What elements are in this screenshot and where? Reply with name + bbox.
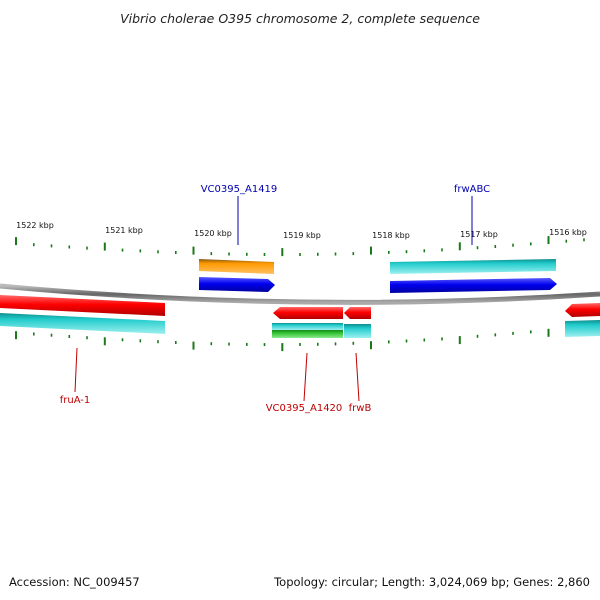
accession-text: Accession: NC_009457: [9, 575, 140, 589]
gene-vc0395-a1419-blue[interactable]: [199, 277, 275, 292]
label-frwb[interactable]: frwB: [349, 403, 372, 414]
gene-frua1-red[interactable]: [0, 295, 165, 316]
kbp-label-1521: 1521 kbp: [105, 226, 143, 235]
map-title: Vibrio cholerae O395 chromosome 2, compl…: [120, 11, 480, 26]
gene-vc0395-a1420-cyan[interactable]: [272, 323, 343, 330]
gene-labels: VC0395_A1419 frwABC fruA-1 VC0395_A1420 …: [60, 184, 490, 414]
callout-frwb: [355, 352, 360, 402]
label-frua1[interactable]: fruA-1: [60, 395, 91, 406]
scale-ticks-top: [15, 236, 585, 257]
kbp-label-1517: 1517 kbp: [460, 230, 498, 239]
gene-vc0395-a1420-red[interactable]: [273, 307, 343, 319]
label-vc0395-a1420[interactable]: VC0395_A1420: [266, 403, 343, 414]
callout-vc0395-a1420: [303, 352, 308, 402]
gene-vc0395-a1419-orange[interactable]: [199, 259, 274, 274]
callout-frua1: [74, 347, 78, 393]
label-vc0395-a1419[interactable]: VC0395_A1419: [201, 184, 278, 195]
forward-genes: [199, 259, 557, 293]
gene-frwb-red[interactable]: [344, 307, 371, 319]
label-frwabc[interactable]: frwABC: [454, 184, 490, 195]
gene-right-edge-cyan[interactable]: [565, 320, 600, 337]
gene-vc0395-a1420-green[interactable]: [272, 330, 343, 338]
kbp-label-1516: 1516 kbp: [549, 228, 587, 237]
scale-labels: 1522 kbp 1521 kbp 1520 kbp 1519 kbp 1518…: [16, 221, 587, 240]
kbp-label-1522: 1522 kbp: [16, 221, 54, 230]
chromosome-backbone: [0, 283, 600, 305]
gene-frwabc-cyan[interactable]: [390, 259, 556, 274]
gene-frwabc-blue[interactable]: [390, 278, 557, 293]
kbp-label-1519: 1519 kbp: [283, 231, 321, 240]
gene-frua1-cyan[interactable]: [0, 313, 165, 334]
topology-stats-text: Topology: circular; Length: 3,024,069 bp…: [273, 575, 590, 589]
scale-ticks-bottom: [15, 325, 585, 352]
kbp-label-1520: 1520 kbp: [194, 229, 232, 238]
gene-right-edge-red[interactable]: [565, 303, 600, 317]
callout-lines: [74, 196, 473, 402]
kbp-label-1518: 1518 kbp: [372, 231, 410, 240]
gene-frwb-cyan[interactable]: [344, 324, 371, 338]
reverse-genes: [0, 295, 600, 338]
